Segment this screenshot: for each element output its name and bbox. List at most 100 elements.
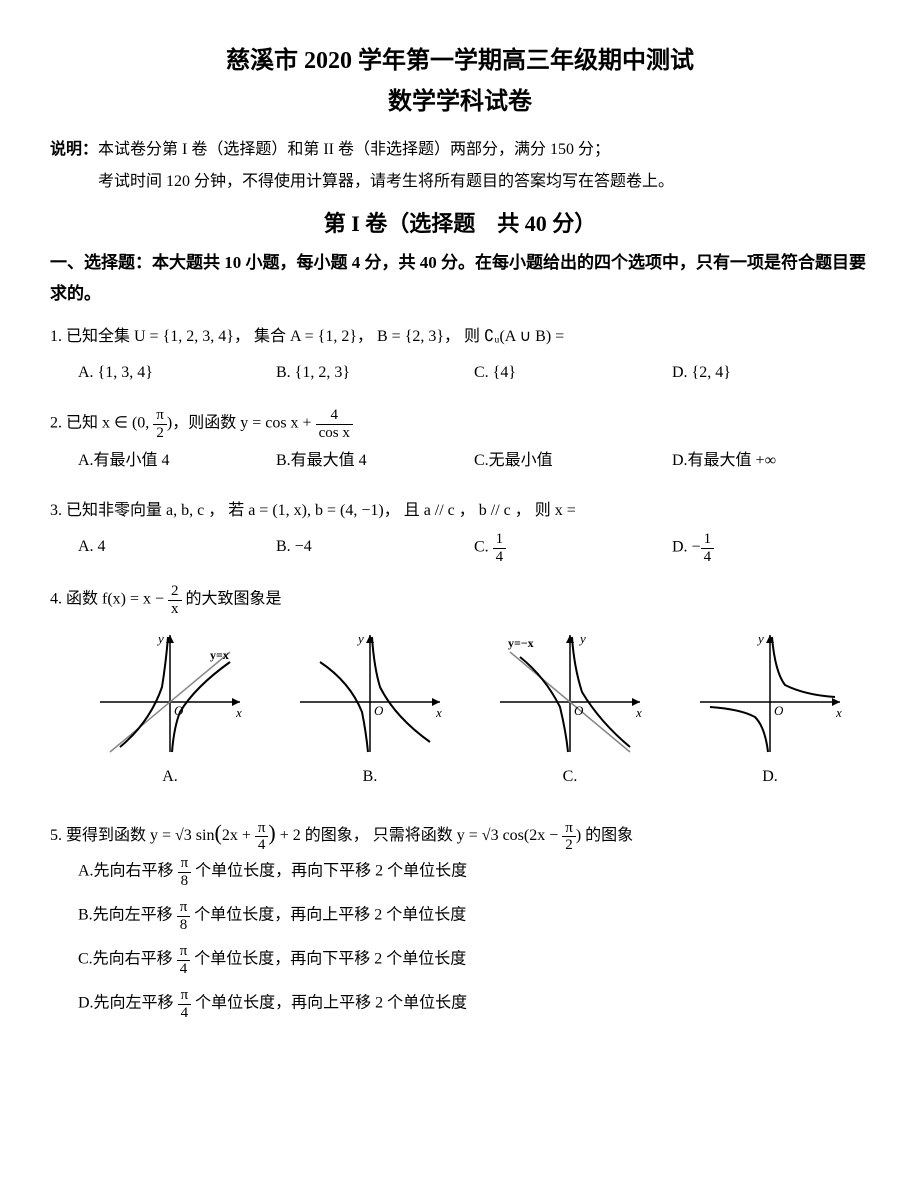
q5-optA-frac: π8 xyxy=(178,855,192,889)
svg-text:O: O xyxy=(774,703,784,718)
q5-optB-num: π xyxy=(177,899,191,917)
q5-p2: 2x + xyxy=(222,827,255,844)
svg-text:y: y xyxy=(356,631,364,646)
q5-p3: + 2 的图象， 只需将函数 y = √3 cos(2x − xyxy=(276,827,563,844)
question-5: 5. 要得到函数 y = √3 sin(2x + π4) + 2 的图象， 只需… xyxy=(50,811,870,1021)
paren-open: ( xyxy=(214,820,221,845)
instructions: 说明：本试卷分第 I 卷（选择题）和第 II 卷（非选择题）两部分，满分 150… xyxy=(50,134,870,198)
q2-frac2-num: 4 xyxy=(316,407,353,425)
q2-options: A.有最小值 4 B.有最大值 4 C.无最小值 D.有最大值 +∞ xyxy=(50,445,870,477)
q5-optC-p1: C.先向右平移 xyxy=(78,951,177,968)
q2-frac2: 4cos x xyxy=(316,407,353,441)
q5-frac1-num: π xyxy=(255,820,269,838)
q5-optD-frac: π4 xyxy=(178,987,192,1021)
q5-frac2-num: π xyxy=(562,820,576,838)
q5-optB: B.先向左平移 π8 个单位长度，再向上平移 2 个单位长度 xyxy=(50,899,870,933)
q1-optA: A. {1, 3, 4} xyxy=(78,357,276,389)
q2-optA: A.有最小值 4 xyxy=(78,445,276,477)
q4-label-D: D. xyxy=(670,761,870,793)
q4-graph-A: y x O y=x xyxy=(90,627,250,757)
q5-optB-p2: 个单位长度，再向上平移 2 个单位长度 xyxy=(190,907,466,924)
q3-optC-frac: 14 xyxy=(493,531,507,565)
q1-optC: C. {4} xyxy=(474,357,672,389)
q5-options: A.先向右平移 π8 个单位长度，再向下平移 2 个单位长度 B.先向左平移 π… xyxy=(50,855,870,1021)
svg-text:y: y xyxy=(578,631,586,646)
q5-optA-p2: 个单位长度，再向下平移 2 个单位长度 xyxy=(191,863,467,880)
q2-frac1-num: π xyxy=(153,407,167,425)
q4-text-after: 的大致图象是 xyxy=(182,591,282,608)
part-instructions: 一、选择题：本大题共 10 小题，每小题 4 分，共 40 分。在每小题给出的四… xyxy=(50,248,870,309)
svg-text:x: x xyxy=(635,705,642,720)
q5-optB-den: 8 xyxy=(177,917,191,934)
q3-optC-prefix: C. xyxy=(474,539,493,556)
instructions-line1: 本试卷分第 I 卷（选择题）和第 II 卷（非选择题）两部分，满分 150 分； xyxy=(98,141,610,158)
q5-optC-den: 4 xyxy=(177,961,191,978)
q5-frac1: π4 xyxy=(255,820,269,854)
paren-close: ) xyxy=(268,820,275,845)
q5-optC-num: π xyxy=(177,943,191,961)
q5-optD-p1: D.先向左平移 xyxy=(78,995,178,1012)
svg-text:y=−x: y=−x xyxy=(508,636,534,650)
q5-num: 5. xyxy=(50,827,62,844)
q4-graph-D: y x O xyxy=(690,627,850,757)
q5-optA-num: π xyxy=(178,855,192,873)
instructions-line2: 考试时间 120 分钟，不得使用计算器，请考生将所有题目的答案均写在答题卷上。 xyxy=(98,173,674,190)
q4-frac-den: x xyxy=(168,601,182,618)
q4-graph-C: y x O y=−x xyxy=(490,627,650,757)
q1-options: A. {1, 3, 4} B. {1, 2, 3} C. {4} D. {2, … xyxy=(50,357,870,389)
title-main: 慈溪市 2020 学年第一学期高三年级期中测试 xyxy=(50,40,870,75)
q1-text: 已知全集 U = {1, 2, 3, 4}， 集合 A = {1, 2}， B … xyxy=(66,328,564,345)
q4-graph-labels: A. B. C. D. xyxy=(50,761,870,793)
q4-label-C: C. xyxy=(470,761,670,793)
q3-text: 已知非零向量 a, b, c ， 若 a = (1, x), b = (4, −… xyxy=(66,502,576,519)
q5-optD: D.先向左平移 π4 个单位长度，再向上平移 2 个单位长度 xyxy=(50,987,870,1021)
q3-optC: C. 14 xyxy=(474,531,672,565)
q5-frac2: π2 xyxy=(562,820,576,854)
q3-optD: D. −14 xyxy=(672,531,870,565)
q2-frac1: π2 xyxy=(153,407,167,441)
q4-graphs: y x O y=x y x O xyxy=(50,627,870,757)
q2-frac2-den: cos x xyxy=(316,425,353,442)
svg-text:y: y xyxy=(756,631,764,646)
title-sub: 数学学科试卷 xyxy=(50,81,870,116)
svg-text:y: y xyxy=(156,631,164,646)
svg-text:x: x xyxy=(435,705,442,720)
q2-optD: D.有最大值 +∞ xyxy=(672,445,870,477)
q5-optD-num: π xyxy=(178,987,192,1005)
q1-optB: B. {1, 2, 3} xyxy=(276,357,474,389)
section-header: 第 I 卷（选择题 共 40 分） xyxy=(50,206,870,238)
question-3: 3. 已知非零向量 a, b, c ， 若 a = (1, x), b = (4… xyxy=(50,495,870,565)
q2-text-mid: )，则函数 y = cos x + xyxy=(167,415,316,432)
q5-optB-p1: B.先向左平移 xyxy=(78,907,177,924)
q3-optD-frac: 14 xyxy=(701,531,715,565)
q5-optC-frac: π4 xyxy=(177,943,191,977)
svg-text:O: O xyxy=(574,703,584,718)
q2-text-before: 已知 x ∈ (0, xyxy=(66,415,153,432)
q5-frac2-den: 2 xyxy=(562,837,576,854)
q2-frac1-den: 2 xyxy=(153,425,167,442)
q4-label-A: A. xyxy=(70,761,270,793)
q4-frac: 2x xyxy=(168,583,182,617)
q2-optC: C.无最小值 xyxy=(474,445,672,477)
q1-optD: D. {2, 4} xyxy=(672,357,870,389)
q5-optA-den: 8 xyxy=(178,873,192,890)
q3-num: 3. xyxy=(50,502,62,519)
q5-optA: A.先向右平移 π8 个单位长度，再向下平移 2 个单位长度 xyxy=(50,855,870,889)
q3-optD-num: 1 xyxy=(701,531,715,549)
svg-text:x: x xyxy=(835,705,842,720)
question-2: 2. 已知 x ∈ (0, π2)，则函数 y = cos x + 4cos x… xyxy=(50,407,870,477)
svg-text:x: x xyxy=(235,705,242,720)
q3-optA: A. 4 xyxy=(78,531,276,565)
q4-num: 4. xyxy=(50,591,62,608)
q4-graph-B: y x O xyxy=(290,627,450,757)
q2-optB: B.有最大值 4 xyxy=(276,445,474,477)
q5-optA-p1: A.先向右平移 xyxy=(78,863,178,880)
q3-options: A. 4 B. −4 C. 14 D. −14 xyxy=(50,531,870,565)
question-4: 4. 函数 f(x) = x − 2x 的大致图象是 y x O y=x xyxy=(50,583,870,793)
q3-optC-den: 4 xyxy=(493,549,507,566)
q5-p4: ) 的图象 xyxy=(576,827,633,844)
q1-num: 1. xyxy=(50,328,62,345)
q3-optD-prefix: D. − xyxy=(672,539,701,556)
q3-optD-den: 4 xyxy=(701,549,715,566)
q3-optC-num: 1 xyxy=(493,531,507,549)
